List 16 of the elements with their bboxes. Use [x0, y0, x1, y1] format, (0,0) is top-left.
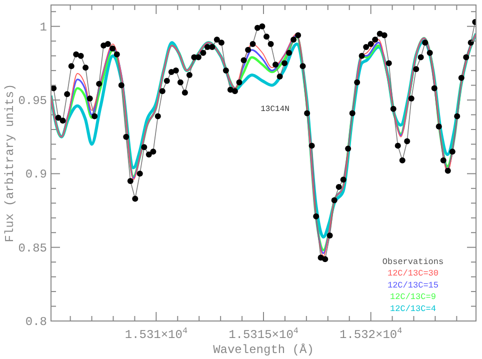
annotation: 13C14N	[260, 105, 290, 114]
x-tick-label: 1.532×10$^{4}$	[340, 326, 402, 342]
text: 12C/13C=30	[387, 268, 439, 279]
x-tick-label: 1.531×10$^{4}$	[124, 326, 188, 342]
text: 12C/13C=4	[390, 304, 436, 314]
y-tick-label: 0.9	[25, 168, 47, 182]
x-axis-title: Wavelength (Å)	[213, 343, 314, 357]
y-axis-title: Flux (arbitrary units)	[3, 84, 17, 242]
y-tick-label: 0.8	[25, 315, 47, 329]
x-tick-label: 1.5315×10$^{4}$	[228, 326, 298, 342]
text: 12C/13C=15	[387, 280, 439, 290]
text: 12C/13C=9	[390, 292, 436, 302]
text: Observations	[382, 257, 444, 267]
y-tick-label: 0.85	[18, 241, 47, 256]
y-tick-label: 0.95	[18, 94, 47, 108]
y-tick-label: 1	[40, 20, 47, 34]
